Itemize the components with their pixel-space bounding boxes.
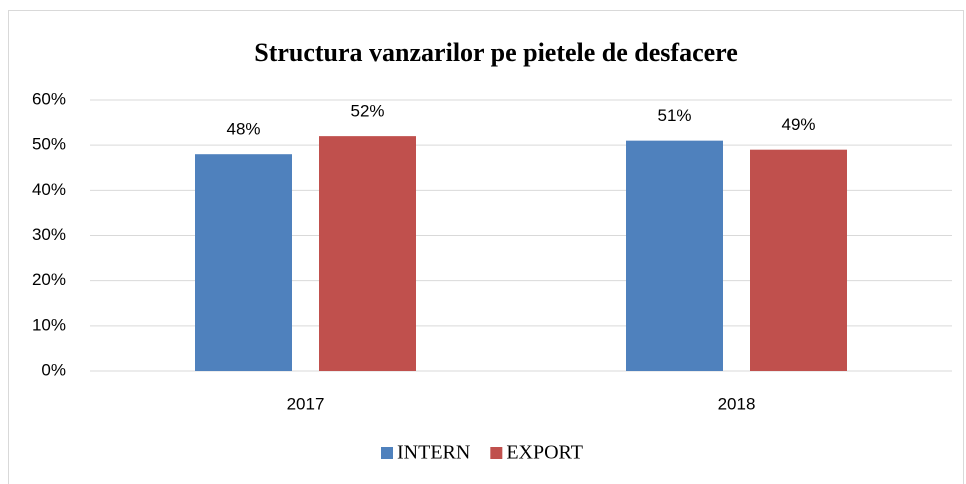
y-tick-label: 50%: [32, 135, 66, 154]
x-tick-label: 2017: [287, 394, 325, 413]
bar: [750, 149, 847, 371]
y-tick-label: 40%: [32, 180, 66, 199]
bar: [626, 140, 723, 371]
y-tick-label: 0%: [41, 360, 66, 379]
bar: [319, 136, 416, 371]
legend-label: EXPORT: [506, 442, 583, 464]
legend-label: INTERN: [397, 442, 470, 464]
legend-swatch: [381, 447, 393, 459]
data-label: 48%: [226, 120, 260, 139]
y-tick-label: 10%: [32, 315, 66, 334]
data-label: 51%: [657, 106, 691, 125]
y-tick-label: 20%: [32, 270, 66, 289]
y-tick-label: 60%: [32, 89, 66, 108]
bar: [195, 154, 292, 371]
chart-title: Structura vanzarilor pe pietele de desfa…: [254, 38, 738, 67]
legend-swatch: [490, 447, 503, 459]
data-label: 52%: [350, 102, 384, 121]
data-label: 49%: [781, 115, 815, 134]
x-tick-label: 2018: [718, 394, 756, 413]
y-tick-label: 30%: [32, 225, 66, 244]
